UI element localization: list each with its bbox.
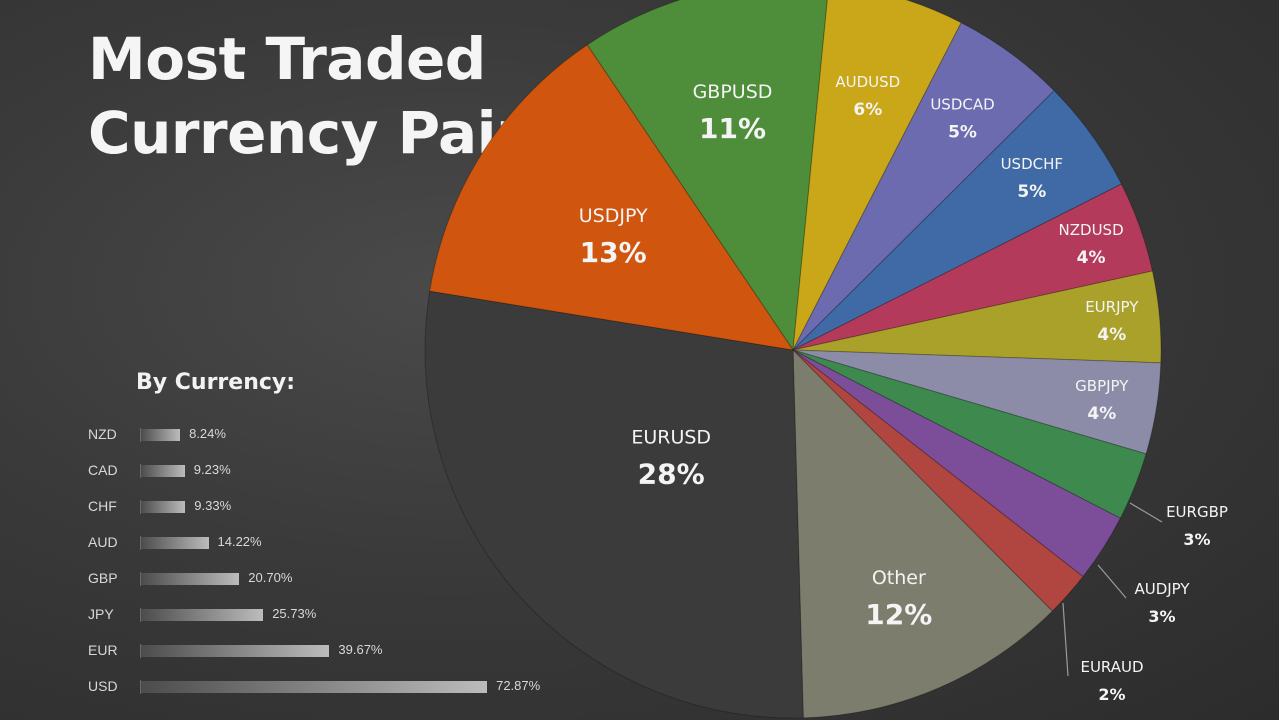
bar-label-aud: AUD xyxy=(88,534,118,550)
bar-row-chf: CHF 9.33% xyxy=(88,492,568,522)
pie-label-other: Other xyxy=(872,567,926,589)
leader-line-eurgbp xyxy=(1129,502,1163,523)
bar-nzd xyxy=(141,429,181,441)
pie-label-usdcad: USDCAD xyxy=(930,95,994,113)
pie-slice-other xyxy=(792,348,1054,719)
pie-slice-eurusd xyxy=(424,290,804,719)
bar-chart: NZD 8.24% CAD 9.23% CHF 9.33% AUD 14.22% GBP 20.7… xyxy=(88,420,568,710)
pie-value-gbpjpy: 4% xyxy=(1087,404,1116,424)
bar-row-cad: CAD 9.23% xyxy=(88,456,568,486)
bar-chf xyxy=(141,501,186,513)
bar-track xyxy=(140,500,521,514)
pie-label-euraud: EURAUD xyxy=(1080,658,1143,676)
chart-title: Most Traded Currency Pairs xyxy=(88,22,559,170)
bar-track xyxy=(140,428,521,442)
bar-row-aud: AUD 14.22% xyxy=(88,528,568,558)
pie-label-nzdusd: NZDUSD xyxy=(1059,221,1124,239)
chart-title-line-2: Currency Pairs xyxy=(88,99,559,167)
pie-value-nzdusd: 4% xyxy=(1077,248,1106,268)
bar-label-chf: CHF xyxy=(88,498,117,514)
bar-row-usd: USD 72.87% xyxy=(88,672,568,702)
pie-value-usdchf: 5% xyxy=(1017,182,1046,202)
bar-eur xyxy=(141,645,330,657)
pie-value-euraud: 2% xyxy=(1098,685,1125,704)
bar-value-gbp: 20.70% xyxy=(248,570,293,585)
bar-label-nzd: NZD xyxy=(88,426,117,442)
pie-slice-usdjpy xyxy=(429,44,795,351)
bar-label-eur: EUR xyxy=(88,642,118,658)
pie-slices xyxy=(424,0,1162,719)
bar-row-gbp: GBP 20.70% xyxy=(88,564,568,594)
pie-labels: GBPUSD 11% AUDUSD 6% USDCAD 5% USDCHF 5% NZDUSD 4… xyxy=(579,73,1228,704)
bar-value-usd: 72.87% xyxy=(496,678,541,693)
bar-row-eur: EUR 39.67% xyxy=(88,636,568,666)
bar-gbp xyxy=(141,573,240,585)
pie-label-usdchf: USDCHF xyxy=(1001,155,1063,173)
pie-value-audusd: 6% xyxy=(853,100,882,120)
pie-label-eurgbp: EURGBP xyxy=(1166,503,1228,521)
pie-slice-gbpusd xyxy=(586,0,828,352)
pie-value-eurjpy: 4% xyxy=(1097,325,1126,345)
chart-title-line-1: Most Traded xyxy=(88,25,486,93)
bar-track xyxy=(140,608,521,622)
pie-label-audjpy: AUDJPY xyxy=(1134,580,1190,598)
bar-value-aud: 14.22% xyxy=(217,534,262,549)
pie-slice-gbpjpy xyxy=(792,349,1162,455)
pie-leader-lines xyxy=(1062,502,1163,677)
pie-value-gbpusd: 11% xyxy=(699,112,766,145)
pie-slice-eurjpy xyxy=(792,270,1162,364)
bar-value-chf: 9.33% xyxy=(194,498,232,513)
pie-value-usdjpy: 13% xyxy=(580,236,647,269)
pie-label-eurjpy: EURJPY xyxy=(1085,298,1139,316)
pie-value-eurgbp: 3% xyxy=(1183,530,1210,549)
bar-value-jpy: 25.73% xyxy=(272,606,317,621)
bar-cad xyxy=(141,465,185,477)
bar-row-nzd: NZD 8.24% xyxy=(88,420,568,450)
pie-label-gbpjpy: GBPJPY xyxy=(1075,377,1129,395)
pie-value-other: 12% xyxy=(865,598,932,631)
bar-label-gbp: GBP xyxy=(88,570,118,586)
bar-track xyxy=(140,644,521,658)
pie-value-usdcad: 5% xyxy=(948,122,977,142)
pie-slice-usdcad xyxy=(792,22,1055,351)
pie-slice-audusd xyxy=(792,0,962,351)
pie-slice-nzdusd xyxy=(792,183,1154,351)
pie-slice-euraud xyxy=(792,349,1084,612)
pie-label-gbpusd: GBPUSD xyxy=(693,81,773,103)
pie-slice-eurgbp xyxy=(792,349,1147,519)
pie-label-usdjpy: USDJPY xyxy=(579,205,648,227)
leader-line-euraud xyxy=(1062,602,1069,677)
pie-label-eurusd: EURUSD xyxy=(631,427,711,449)
pie-value-audjpy: 3% xyxy=(1148,607,1175,626)
bar-row-jpy: JPY 25.73% xyxy=(88,600,568,630)
bar-value-cad: 9.23% xyxy=(193,462,231,477)
bar-jpy xyxy=(141,609,264,621)
pie-value-eurusd: 28% xyxy=(638,458,705,491)
pie-slice-audjpy xyxy=(792,349,1121,578)
bar-track xyxy=(140,464,521,478)
bar-chart-title: By Currency: xyxy=(136,370,296,395)
bar-usd xyxy=(141,681,488,693)
pie-label-audusd: AUDUSD xyxy=(835,73,900,91)
bar-track xyxy=(140,536,521,550)
bar-label-jpy: JPY xyxy=(88,606,114,622)
bar-track xyxy=(140,572,521,586)
bar-value-eur: 39.67% xyxy=(338,642,383,657)
bar-track xyxy=(140,680,521,694)
bar-value-nzd: 8.24% xyxy=(189,426,226,441)
pie-slice-usdchf xyxy=(792,89,1123,351)
leader-line-audjpy xyxy=(1097,564,1127,599)
bar-aud xyxy=(141,537,209,549)
bar-label-cad: CAD xyxy=(88,462,118,478)
bar-label-usd: USD xyxy=(88,678,118,694)
